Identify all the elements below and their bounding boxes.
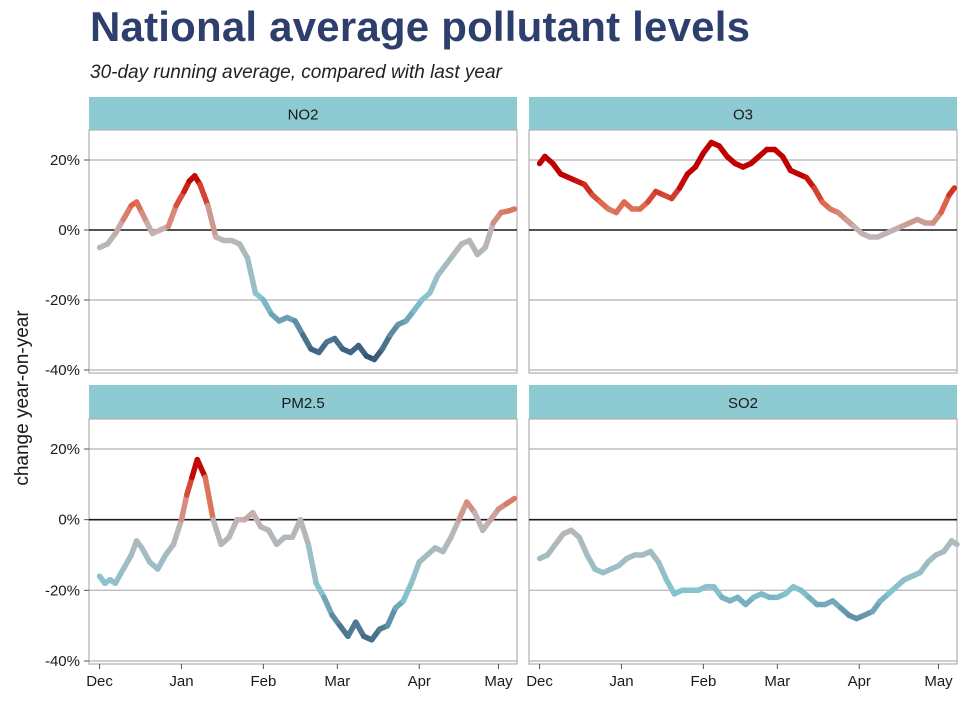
series-segment-no2 xyxy=(427,272,441,296)
x-tick-label: May xyxy=(484,673,513,690)
chart-title: National average pollutant levels xyxy=(90,3,751,50)
y-tick-label: -40% xyxy=(45,653,80,670)
panel-border-pm25 xyxy=(88,418,518,665)
x-tick-label: Dec xyxy=(526,673,553,690)
series-segment-pm25 xyxy=(503,495,518,507)
facet-strip-so2 xyxy=(529,385,957,419)
y-tick-label: 0% xyxy=(58,512,80,529)
series-segment-pm25 xyxy=(170,516,185,548)
series-segment-pm25 xyxy=(471,509,486,534)
series-segment-pm25 xyxy=(400,580,415,604)
x-tick-label: Apr xyxy=(848,673,871,690)
series-segment-no2 xyxy=(482,220,496,251)
series-segment-so2 xyxy=(655,559,670,583)
series-segment-pm25 xyxy=(297,516,312,548)
x-tick-label: Dec xyxy=(86,673,113,690)
series-segment-pm25 xyxy=(226,516,240,541)
series-segment-no2 xyxy=(197,181,211,209)
panel-border-o3 xyxy=(528,129,958,374)
facet-label-o3: O3 xyxy=(733,107,753,124)
y-tick-label: 0% xyxy=(58,222,80,239)
facet-label-pm25: PM2.5 xyxy=(281,395,324,412)
series-segment-pm25 xyxy=(194,456,208,481)
series-segment-o3 xyxy=(938,192,952,216)
y-tick-label: -40% xyxy=(45,362,80,379)
facet-label-so2: SO2 xyxy=(728,395,758,412)
x-tick-label: Mar xyxy=(764,673,790,690)
series-segment-so2 xyxy=(576,534,590,558)
panel-border-so2 xyxy=(528,418,958,665)
x-tick-label: Apr xyxy=(408,673,431,690)
series-segment-no2 xyxy=(205,202,219,240)
series-segment-pm25 xyxy=(456,499,470,523)
series-segment-pm25 xyxy=(448,516,462,541)
series-segment-pm25 xyxy=(178,492,190,523)
facet-strip-no2 xyxy=(89,97,517,130)
y-axis-title: change year-on-year xyxy=(12,310,33,486)
series-segment-pm25 xyxy=(408,559,422,587)
facet-strip-pm25 xyxy=(89,385,517,419)
y-tick-label: -20% xyxy=(45,582,80,599)
series-segment-no2 xyxy=(506,206,518,214)
chart-subtitle: 30-day running average, compared with la… xyxy=(90,62,502,83)
facet-label-no2: NO2 xyxy=(288,107,319,124)
x-tick-label: Mar xyxy=(324,673,350,690)
series-segment-so2 xyxy=(948,538,960,548)
series-segment-o3 xyxy=(946,185,958,198)
series-segment-no2 xyxy=(165,202,179,230)
x-tick-label: Feb xyxy=(250,673,276,690)
series-segment-pm25 xyxy=(321,594,335,618)
series-segment-no2 xyxy=(244,255,259,296)
series-segment-pm25 xyxy=(202,474,216,523)
x-tick-label: Feb xyxy=(690,673,716,690)
series-segment-pm25 xyxy=(184,474,195,498)
x-tick-label: Jan xyxy=(169,673,193,690)
series-segment-pm25 xyxy=(210,516,224,548)
x-tick-label: May xyxy=(924,673,953,690)
y-tick-label: 20% xyxy=(50,441,80,458)
x-tick-label: Jan xyxy=(609,673,633,690)
facet-strip-o3 xyxy=(529,97,957,130)
series-segment-pm25 xyxy=(305,541,319,587)
panel-border-no2 xyxy=(88,129,518,374)
y-tick-label: -20% xyxy=(45,292,80,309)
y-tick-label: 20% xyxy=(50,152,80,169)
series-segment-pm25 xyxy=(384,605,399,629)
